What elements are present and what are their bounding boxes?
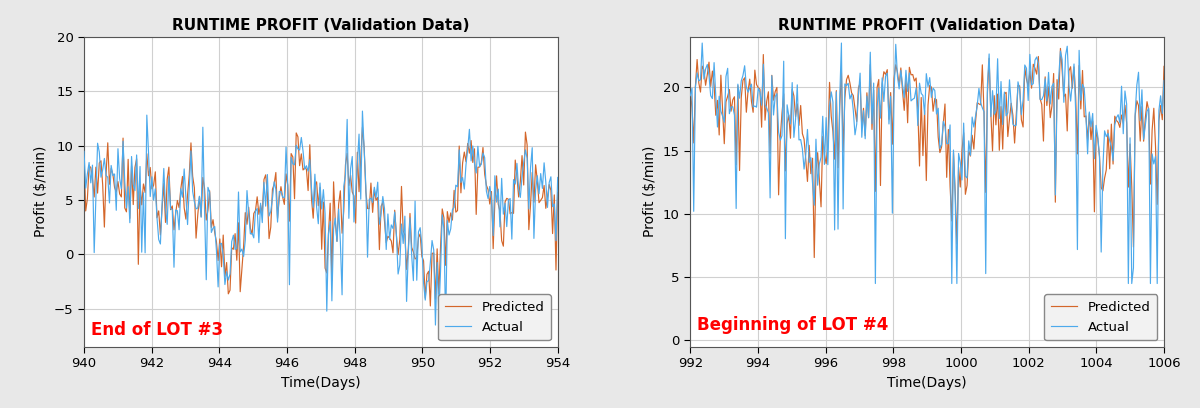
Actual (914, 91, 929, 96)
Predicted (977, 112, 991, 117)
Actual (470, 144, 485, 149)
Predicted (756, 52, 770, 57)
Predicted (77, 155, 91, 160)
Predicted (371, 195, 385, 200)
Predicted (305, 196, 319, 201)
Predicted (474, 160, 488, 165)
Line: Predicted: Predicted (690, 49, 1164, 257)
Predicted (470, 165, 485, 170)
Predicted (808, 255, 822, 260)
Title: RUNTIME PROFIT (Validation Data): RUNTIME PROFIT (Validation Data) (172, 18, 469, 33)
Title: RUNTIME PROFIT (Validation Data): RUNTIME PROFIT (Validation Data) (779, 18, 1076, 33)
Actual (1157, 78, 1171, 83)
Legend: Predicted, Actual: Predicted, Actual (438, 295, 551, 340)
Actual (77, 149, 91, 154)
Actual (683, 93, 697, 98)
X-axis label: Time(Days): Time(Days) (887, 376, 967, 390)
Predicted (1078, 114, 1092, 119)
Predicted (1054, 46, 1068, 51)
Predicted (955, 149, 970, 153)
Predicted (424, 304, 438, 308)
Predicted (355, 125, 370, 130)
Actual (1080, 151, 1094, 156)
Actual (371, 180, 385, 184)
Predicted (551, 190, 565, 195)
Legend: Predicted, Actual: Predicted, Actual (1044, 295, 1158, 340)
Line: Actual: Actual (84, 111, 558, 325)
Actual (428, 323, 443, 328)
Actual (474, 162, 488, 167)
Actual (695, 41, 709, 46)
Actual (355, 109, 370, 113)
X-axis label: Time(Days): Time(Days) (281, 376, 361, 390)
Actual (868, 281, 882, 286)
Predicted (347, 193, 361, 198)
Actual (150, 215, 164, 220)
Predicted (150, 215, 164, 220)
Text: Beginning of LOT #4: Beginning of LOT #4 (697, 316, 888, 334)
Line: Actual: Actual (690, 43, 1164, 284)
Actual (978, 271, 992, 276)
Predicted (1157, 64, 1171, 69)
Predicted (912, 164, 926, 169)
Actual (956, 121, 971, 126)
Actual (305, 186, 319, 191)
Actual (1078, 86, 1092, 91)
Text: End of LOT #3: End of LOT #3 (91, 321, 223, 339)
Actual (551, 175, 565, 180)
Y-axis label: Profit ($/min): Profit ($/min) (643, 146, 658, 237)
Actual (347, 220, 361, 224)
Predicted (1080, 137, 1094, 142)
Actual (758, 102, 773, 107)
Predicted (683, 88, 697, 93)
Y-axis label: Profit ($/min): Profit ($/min) (35, 146, 48, 237)
Line: Predicted: Predicted (84, 127, 558, 306)
